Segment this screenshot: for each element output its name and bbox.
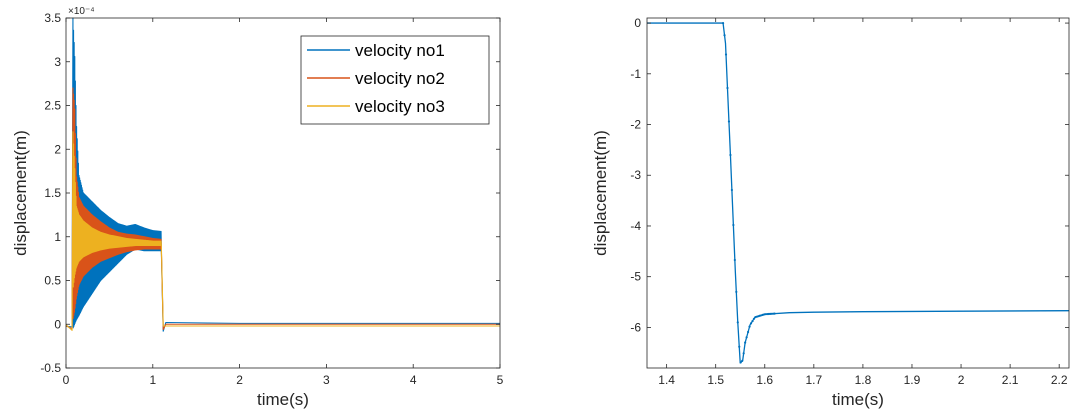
left-y-exponent: ×10⁻⁴ xyxy=(68,6,95,17)
left-y-tick-label: 2 xyxy=(54,142,61,156)
left-x-tick-label: 0 xyxy=(63,373,70,387)
right-y-tick-label: -1 xyxy=(630,67,641,81)
right-x-tick-label: 2.2 xyxy=(1051,373,1068,387)
left-x-axis-label: time(s) xyxy=(257,390,309,409)
right-series-point xyxy=(749,322,753,325)
right-series-point xyxy=(742,352,745,355)
right-series-point xyxy=(773,312,776,315)
left-plot-area xyxy=(65,17,500,332)
right-series-point xyxy=(751,319,754,323)
left-x-tick-label: 2 xyxy=(236,373,243,387)
left-y-tick-label: 1 xyxy=(54,230,61,244)
right-series-point xyxy=(745,336,748,339)
left-y-tick-label: 2.5 xyxy=(44,99,61,113)
left-y-tick-label: 1.5 xyxy=(44,186,61,200)
right-axes-box xyxy=(646,17,1070,369)
left-x-tick-label: 5 xyxy=(497,373,504,387)
right-series-point xyxy=(723,34,726,37)
right-series-point xyxy=(738,345,741,348)
right-series-point xyxy=(739,361,742,364)
left-x-tick-label: 1 xyxy=(149,373,156,387)
right-y-axis-label: displacement(m) xyxy=(591,130,610,256)
right-series-line xyxy=(647,22,1070,364)
right-plot-area xyxy=(647,21,1070,364)
right-y-tick-label: -5 xyxy=(630,270,641,284)
right-x-tick-label: 2 xyxy=(958,373,965,387)
right-y-ticks: -6 -5 -4 -3 -2 -1 0 xyxy=(630,16,1069,334)
right-series-point xyxy=(726,86,729,90)
left-x-ticks: 0 1 2 3 4 5 xyxy=(63,18,504,387)
right-chart: 1.4 1.5 1.6 1.7 1.8 1.9 2 2.1 2.2 -6-5-4-3-2-10 … xyxy=(591,16,1070,409)
right-series-point xyxy=(735,290,738,294)
left-y-tick-label: 3.5 xyxy=(44,11,61,25)
legend-label-velocity-no3: velocity no3 xyxy=(355,97,445,116)
right-series-point xyxy=(732,223,735,227)
right-series-point xyxy=(746,330,750,334)
right-y-tick-label: -2 xyxy=(630,118,641,132)
right-series-point xyxy=(727,120,731,123)
legend-label-velocity-no1: velocity no1 xyxy=(355,41,445,60)
right-x-ticks: 1.4 1.5 1.6 1.7 1.8 1.9 2 2.1 2.2 xyxy=(658,18,1068,387)
right-x-axis-label: time(s) xyxy=(832,390,884,409)
left-x-tick-label: 3 xyxy=(323,373,330,387)
right-series-point xyxy=(729,153,732,157)
legend-label-velocity-no2: velocity no2 xyxy=(355,69,445,88)
right-series-point xyxy=(744,341,747,344)
right-y-tick-label: -6 xyxy=(630,320,641,334)
right-x-tick-label: 1.8 xyxy=(855,373,872,387)
left-y-axis-label: displacement(m) xyxy=(11,130,30,256)
left-y-tick-label: 3 xyxy=(54,55,61,69)
left-y-tick-label: -0.5 xyxy=(40,361,61,375)
left-y-tick-label: 0 xyxy=(54,317,61,331)
right-x-tick-label: 1.5 xyxy=(707,373,724,387)
right-series-point xyxy=(730,188,733,192)
right-series-point xyxy=(721,21,725,25)
right-y-tick-label: -4 xyxy=(630,219,641,233)
right-x-tick-label: 1.9 xyxy=(904,373,921,387)
right-x-tick-label: 1.7 xyxy=(805,373,822,387)
right-x-tick-label: 2.1 xyxy=(1002,373,1019,387)
left-series-velocity-no3 xyxy=(65,131,500,331)
right-x-tick-label: 1.6 xyxy=(756,373,773,387)
left-legend: velocity no1 velocity no2 velocity no3 xyxy=(300,35,490,125)
right-x-tick-label: 1.4 xyxy=(658,373,675,387)
right-y-tick-label: 0 xyxy=(634,16,641,30)
right-series-point xyxy=(748,325,751,328)
right-series-point xyxy=(752,317,756,320)
right-series-point xyxy=(724,53,728,56)
right-y-tick-label: -3 xyxy=(630,168,641,182)
right-series-point xyxy=(741,359,744,362)
left-x-tick-label: 4 xyxy=(410,373,417,387)
right-series-point xyxy=(733,258,736,262)
right-series-point xyxy=(736,321,739,324)
left-y-ticks: -0.5 0 0.5 1 1.5 2 2.5 3 3.5 xyxy=(40,11,500,375)
left-y-tick-label: 0.5 xyxy=(44,274,61,288)
